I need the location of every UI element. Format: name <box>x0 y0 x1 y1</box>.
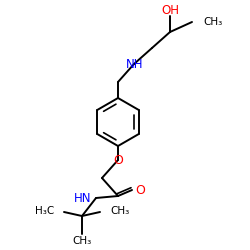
Text: CH₃: CH₃ <box>72 236 92 246</box>
Text: O: O <box>113 154 123 168</box>
Text: O: O <box>135 184 145 196</box>
Text: H₃C: H₃C <box>35 206 54 216</box>
Text: NH: NH <box>126 58 144 70</box>
Text: CH₃: CH₃ <box>203 17 222 27</box>
Text: CH₃: CH₃ <box>110 206 129 216</box>
Text: HN: HN <box>74 192 91 204</box>
Text: OH: OH <box>161 4 179 16</box>
